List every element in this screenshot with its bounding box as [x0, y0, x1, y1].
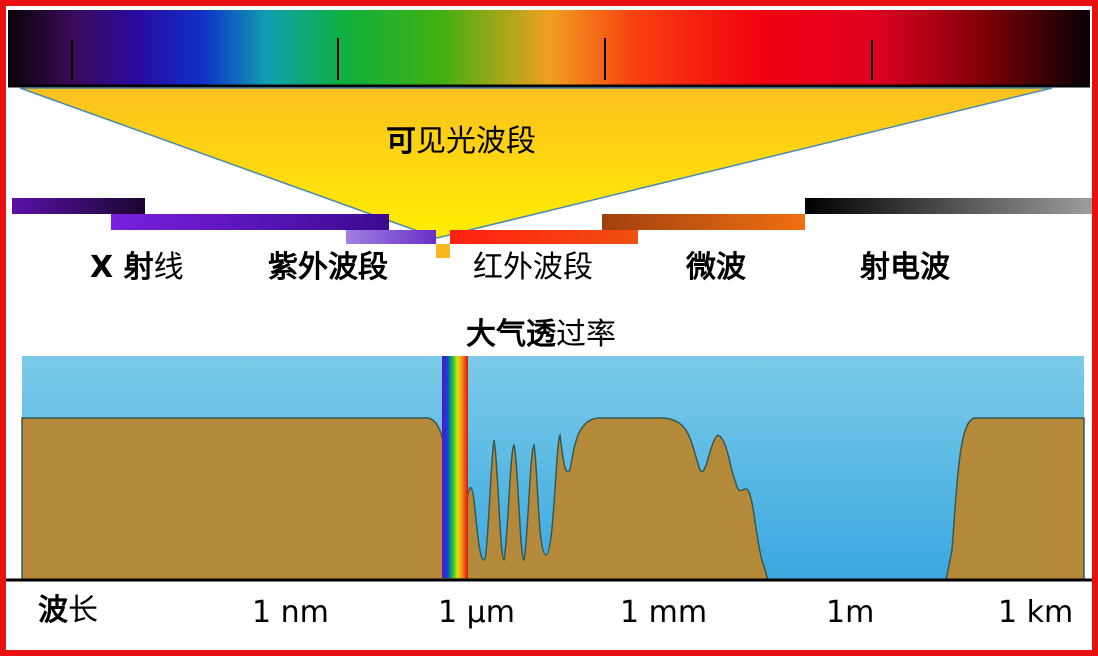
- axis-tick-1mm: 1 mm: [620, 595, 708, 630]
- uv-near-bar: [346, 230, 436, 244]
- axis-label: 波长: [38, 593, 98, 628]
- atmosphere-opacity-curve: [21, 417, 1085, 581]
- axis-tick-1nm: 1 nm: [252, 595, 329, 630]
- ir-bar: [450, 230, 638, 244]
- axis-tick-1m: 1m: [826, 595, 875, 630]
- microwave-bar: [602, 214, 805, 230]
- band-label-xray: X 射线: [90, 250, 184, 285]
- band-label-ir: 红外波段: [473, 250, 593, 285]
- radio-bar: [805, 198, 1097, 214]
- visible-band-triangle: [19, 87, 1053, 239]
- spectrum-bar: [8, 10, 1090, 86]
- band-label-radio: 射电波: [860, 250, 950, 285]
- axis-tick-1km: 1 km: [998, 595, 1074, 630]
- visible-bar: [436, 244, 450, 258]
- xray-bar: [12, 198, 145, 214]
- axis-tick-1um: 1 μm: [438, 595, 515, 630]
- band-label-uv: 紫外波段: [268, 250, 388, 285]
- atmosphere-title: 大气透过率: [466, 317, 616, 352]
- visible-band-label: 可见光波段: [386, 124, 536, 159]
- uv-bar: [111, 214, 389, 230]
- visible-rainbow-strip: [442, 356, 468, 578]
- band-label-microwave: 微波: [686, 250, 746, 285]
